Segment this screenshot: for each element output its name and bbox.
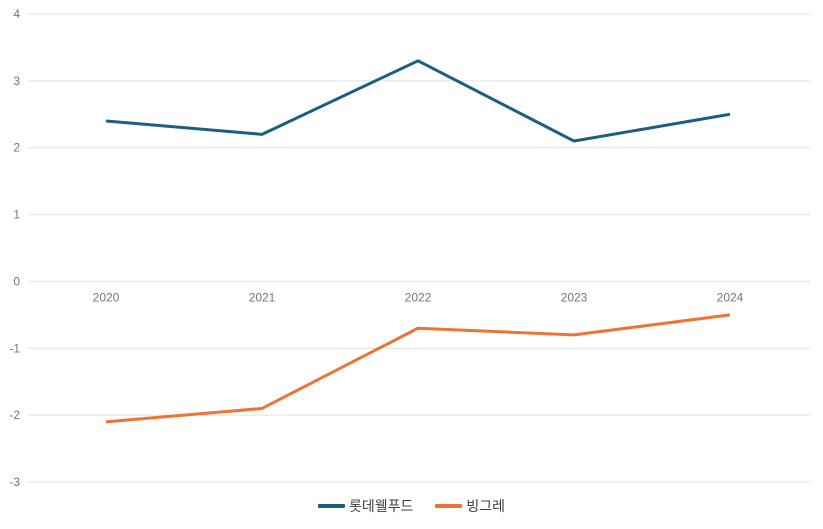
- x-tick-label: 2024: [717, 290, 744, 304]
- legend-swatch-icon: [317, 504, 345, 508]
- series-line-1: [105, 313, 731, 424]
- series-line-0: [105, 59, 731, 143]
- legend-item-1[interactable]: 빙그레: [435, 499, 505, 513]
- legend-item-0[interactable]: 롯데웰푸드: [317, 498, 414, 514]
- legend-label: 빙그레: [466, 498, 506, 514]
- legend-swatch-icon: [435, 504, 463, 508]
- x-tick-label: 2020: [93, 290, 120, 304]
- x-tick-label: 2022: [405, 290, 432, 304]
- y-tick-label: 0: [13, 274, 20, 288]
- x-tick-label: 2023: [561, 290, 588, 304]
- y-tick-label: 4: [13, 7, 20, 21]
- y-tick-label: 1: [13, 208, 20, 222]
- x-tick-label: 2021: [249, 290, 276, 304]
- y-tick-label: -2: [9, 408, 20, 422]
- y-tick-label: -3: [9, 475, 20, 489]
- legend: 롯데웰푸드 빙그레: [0, 499, 823, 513]
- y-tick-label: 2: [13, 141, 20, 155]
- y-tick-label: -1: [9, 341, 20, 355]
- legend-label: 롯데웰푸드: [348, 498, 414, 514]
- y-tick-label: 3: [13, 74, 20, 88]
